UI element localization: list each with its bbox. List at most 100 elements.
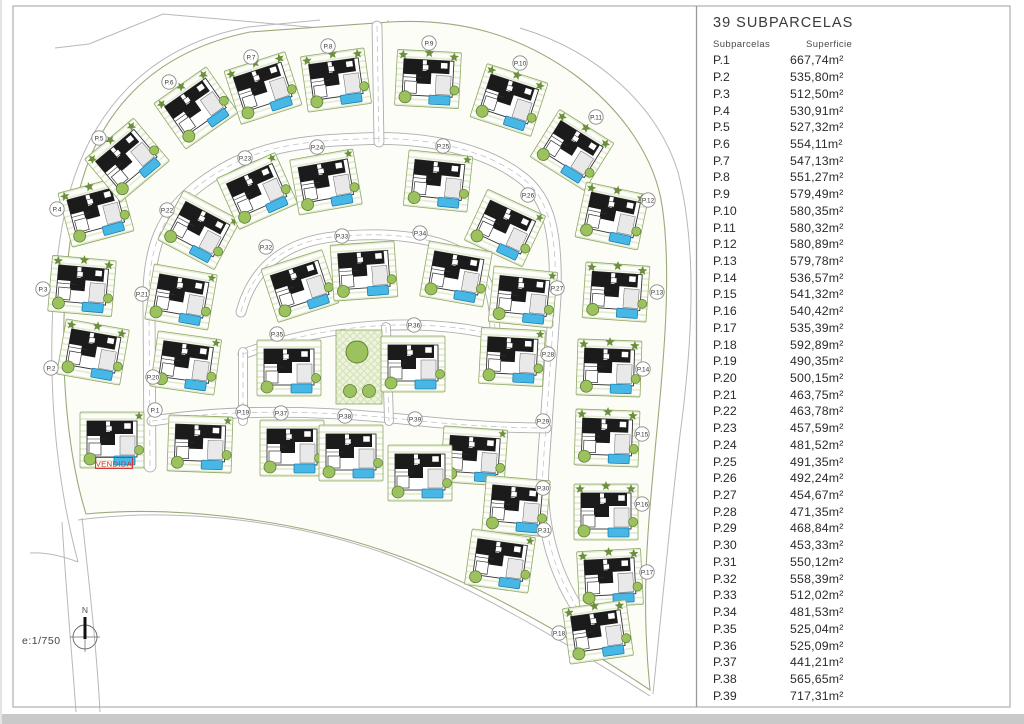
parcel-P.24 xyxy=(289,148,363,216)
marker-text: P.9 xyxy=(425,40,434,47)
parcel-P.5 xyxy=(84,118,170,202)
pool xyxy=(608,231,632,246)
legend-row: P.8 551,27m² xyxy=(713,169,1007,186)
tree-icon xyxy=(631,226,642,237)
parcel-marker-P.6: P.6 xyxy=(161,74,177,90)
tree-icon xyxy=(83,452,97,466)
marker-circle xyxy=(635,361,651,377)
parcel-area: 554,11m² xyxy=(790,136,843,151)
villa-footprint xyxy=(387,344,439,382)
conifer-icon xyxy=(586,183,597,193)
marker-text: P.24 xyxy=(311,144,324,151)
conifer-icon xyxy=(579,339,589,349)
marker-text: P.2 xyxy=(47,365,56,372)
tree-icon xyxy=(280,184,291,195)
parcel-area: 579,49m² xyxy=(790,187,844,202)
conifer-icon xyxy=(637,265,648,275)
conifer-icon xyxy=(104,260,114,270)
marker-text: P.28 xyxy=(542,351,555,358)
marker-circle xyxy=(588,109,604,125)
marker-text: P.7 xyxy=(247,54,256,61)
pool xyxy=(138,157,161,178)
parcel-area: 536,57m² xyxy=(790,270,844,285)
parcel-area: 525,09m² xyxy=(790,638,844,653)
marker-circle xyxy=(406,317,422,333)
tree-icon xyxy=(579,379,593,393)
parcel-id: P.1 xyxy=(713,53,730,68)
tree-icon xyxy=(520,569,531,580)
marker-text: P.4 xyxy=(53,206,62,213)
legend-row: P.10 580,35m² xyxy=(713,202,1007,219)
legend-row: P.35 525,04m² xyxy=(713,620,1007,637)
parcel-marker-P.21: P.21 xyxy=(134,286,150,302)
marker-text: P.20 xyxy=(147,374,160,381)
marker-circle xyxy=(258,239,274,255)
marker-text: P.35 xyxy=(271,331,284,338)
parcel-marker-P.25: P.25 xyxy=(435,138,451,154)
legend-column-headers: Subparcelas Superficie xyxy=(713,39,852,50)
tree-icon xyxy=(238,210,252,224)
marker-circle xyxy=(273,405,289,421)
marker-text: P.29 xyxy=(537,418,550,425)
parcel-id: P.4 xyxy=(713,103,730,118)
tree-icon xyxy=(533,363,544,374)
marker-circle xyxy=(435,138,451,154)
villa-footprint xyxy=(401,58,455,98)
parcel-area: 471,35m² xyxy=(790,504,844,519)
marker-circle xyxy=(512,55,528,71)
villa-footprint xyxy=(447,434,501,476)
legend-row: P.39 717,31m² xyxy=(713,687,1007,704)
conifer-icon xyxy=(343,149,353,158)
villa-footprint xyxy=(55,264,110,306)
marker-circle xyxy=(320,38,336,54)
parcel-P.12 xyxy=(574,181,650,251)
legend-row: P.14 536,57m² xyxy=(713,269,1007,286)
pool xyxy=(269,95,293,112)
parcel-marker-P.9: P.9 xyxy=(421,35,437,51)
parcel-marker-P.23: P.23 xyxy=(237,150,253,166)
tree-icon xyxy=(373,458,383,468)
parcel-area: 463,75m² xyxy=(790,387,844,402)
parcel-P.11 xyxy=(530,109,614,191)
tree-icon xyxy=(201,306,211,317)
parcel-id: P.32 xyxy=(713,571,737,586)
tree-icon xyxy=(572,647,586,661)
parcel-area: 481,53m² xyxy=(790,605,844,620)
sheet-edge-left xyxy=(0,0,2,724)
conifer-icon xyxy=(600,139,611,149)
tree-icon xyxy=(149,145,159,156)
legend-row: P.3 512,50m² xyxy=(713,85,1007,102)
parcel-id: P.11 xyxy=(713,220,736,235)
pool xyxy=(615,307,639,319)
marker-circle xyxy=(334,228,350,244)
pool xyxy=(496,243,520,261)
tree-icon xyxy=(260,380,274,394)
parcel-area: 463,78m² xyxy=(790,404,844,419)
parcel-P.34 xyxy=(419,240,493,308)
conifer-icon xyxy=(302,55,312,66)
marker-circle xyxy=(159,202,175,218)
parcel-markers-layer: P.1 P.2 P.3 P.4 P.5 P.6 P.7 P.8 P.9 P.10 P.11 P.12 P… xyxy=(35,35,665,641)
parcel-P.14 xyxy=(575,337,643,398)
marker-text: P.11 xyxy=(590,114,602,121)
marker-circle xyxy=(145,369,161,385)
tree-icon xyxy=(384,376,398,390)
conifer-icon xyxy=(226,69,236,79)
conifer-icon xyxy=(156,99,167,110)
marker-text: P.13 xyxy=(651,289,664,296)
legend-row: P.29 468,84m² xyxy=(713,520,1007,537)
pool xyxy=(90,367,114,381)
tree-icon xyxy=(458,188,469,199)
parcel-area: 468,84m² xyxy=(790,521,844,536)
tree-icon xyxy=(586,303,600,316)
parcel-id: P.28 xyxy=(713,504,737,519)
conifer-icon xyxy=(117,328,127,339)
tree-icon xyxy=(628,444,639,454)
parcel-marker-P.26: P.26 xyxy=(520,187,536,203)
pool xyxy=(330,193,354,207)
tree-icon xyxy=(476,283,486,294)
parcel-id: P.3 xyxy=(713,86,730,101)
parcel-id: P.23 xyxy=(713,421,737,436)
tree-icon xyxy=(630,374,641,384)
tree-icon xyxy=(345,340,369,364)
